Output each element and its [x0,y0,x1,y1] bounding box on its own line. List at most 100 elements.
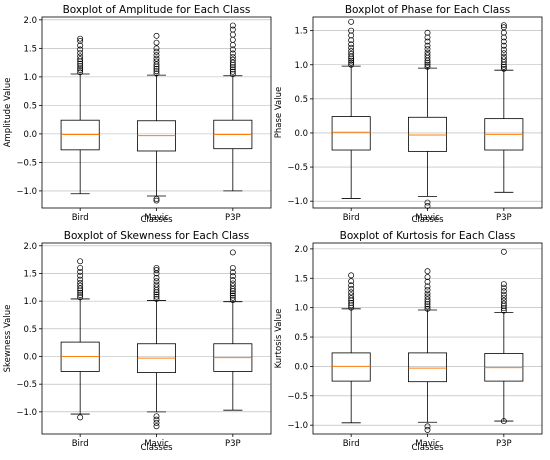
kurtosis-xtick-label: Mavic [415,439,440,449]
kurtosis-xtick-label: P3P [496,439,512,449]
outlier-point [424,301,431,308]
outlier-point [77,268,84,275]
outlier-point [77,279,84,286]
outlier-point [153,45,160,52]
outlier-point [229,280,236,287]
kurtosis-box-mavic [408,268,447,433]
outlier-point [348,32,355,39]
outlier-point [424,296,431,303]
outlier-point [500,42,507,49]
outlier-point [424,305,431,312]
kurtosis-subplot: −1.0 −0.5 0.0 0.5 1.0 1.5 2.0 Bird Mavic P3P Boxpl… [274,230,543,453]
outlier-point [229,294,236,301]
outlier-point [77,37,84,44]
outlier-point [153,293,160,300]
amplitude-axes-frame [41,16,272,209]
iqr-box [331,352,371,382]
amplitude-box-mavic [137,32,176,204]
outlier-point [424,268,431,275]
skewness-xtick-label: P3P [225,439,241,449]
phase-subplot: −1.0 −0.5 0.0 0.5 1.0 1.5 Bird Mavic P3P Boxplot … [274,4,543,225]
outlier-point [348,278,355,285]
kurtosis-box-p3p [484,248,524,425]
outlier-point [500,65,507,72]
skewness-ytick-label: −1.0 [16,408,37,418]
kurtosis-axes-frame [312,242,543,435]
outlier-point [348,292,355,299]
skewness-xlabel: Classes [140,443,173,453]
skewness-ytick-label: 2.0 [23,242,37,252]
outlier-point [153,48,160,55]
outlier-point [424,423,431,430]
kurtosis-xtick-label: Bird [343,439,360,449]
outlier-point [77,65,84,72]
amplitude-subplot: −1.0 −0.5 0.0 0.5 1.0 1.5 2.0 Bird Mavic P3P Boxpl… [3,4,272,225]
outlier-point [229,290,236,297]
outlier-point [500,24,507,31]
outlier-point [77,258,84,265]
outlier-point [500,297,507,304]
outlier-point [153,55,160,62]
outlier-point [153,39,160,46]
outlier-point [77,289,84,296]
outlier-point [348,285,355,292]
outlier-point [424,278,431,285]
phase-xtick-label: P3P [496,213,512,223]
phase-ytick-label: −0.5 [287,163,308,173]
outlier-point [77,292,84,298]
outlier-point [153,291,160,298]
outlier-point [153,416,160,423]
outlier-point [424,42,431,49]
iqr-box [331,116,371,151]
skewness-subplot: −1.0 −0.5 0.0 0.5 1.0 1.5 2.0 Bird Mavic P3P Boxpl… [3,230,272,453]
outlier-point [77,46,84,53]
amplitude-xtick-label: P3P [225,213,241,223]
outlier-point [424,426,431,433]
outlier-point [153,295,160,302]
outlier-point [348,272,355,279]
phase-xtick-label: Mavic [415,213,440,223]
outlier-point [500,63,507,70]
phase-ylabel: Phase Value [274,87,284,138]
outlier-point [500,281,507,288]
skewness-xtick-label: Bird [72,439,89,449]
outlier-point [500,300,507,307]
amplitude-ytick-label: −0.5 [16,158,37,168]
amplitude-xtick-label: Mavic [144,213,169,223]
outlier-point [77,414,84,421]
outlier-point [153,413,160,420]
outlier-point [500,305,507,312]
kurtosis-ytick-label: −0.5 [287,392,308,402]
kurtosis-box-bird [331,272,371,424]
outlier-point [424,49,431,56]
outlier-point [500,284,507,291]
iqr-box [408,352,447,383]
outlier-point [153,264,160,271]
phase-title: Boxplot of Phase for Each Class [345,4,510,16]
outlier-point [153,58,160,65]
kurtosis-ytick-label: 1.0 [294,304,308,314]
outlier-point [424,29,431,36]
outlier-point [500,34,507,41]
outlier-point [229,292,236,299]
amplitude-box-bird [60,35,100,195]
outlier-point [500,294,507,301]
skewness-ytick-label: 1.5 [23,269,37,279]
outlier-point [153,419,160,426]
outlier-point [348,289,355,296]
outlier-point [424,287,431,293]
kurtosis-ytick-label: 1.5 [294,274,308,284]
outlier-point [229,264,236,271]
kurtosis-ytick-label: −1.0 [287,421,308,431]
outlier-point [229,36,236,43]
skewness-ytick-label: 0.0 [23,352,37,362]
outlier-point [229,46,236,53]
outlier-point [153,274,160,281]
outlier-point [424,283,431,290]
outlier-point [153,278,160,285]
outlier-point [500,288,507,295]
outlier-point [229,53,236,60]
outlier-point [153,61,160,68]
skewness-xtick-label: Mavic [144,439,169,449]
outlier-point [153,32,160,39]
